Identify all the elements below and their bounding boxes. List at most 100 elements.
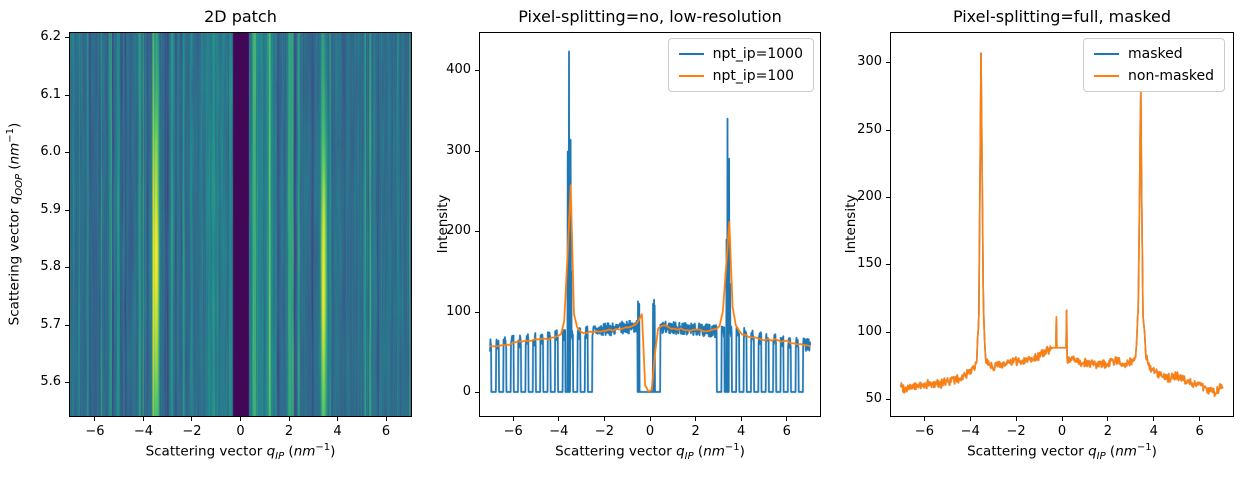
x-axis-label-full-masked: Scattering vector qIP (nm−1) [967,442,1157,463]
y-tick-mark [65,152,69,154]
y-tick-label: 5.8 [40,259,61,275]
y-tick-mark [475,311,479,313]
x-tick-label: 4 [737,424,746,439]
x-tick-label: −4 [960,424,980,439]
y-tick-mark [475,392,479,394]
y-tick-label: 5.6 [40,374,61,390]
x-tick-label: 4 [1149,424,1158,439]
y-tick-label: 100 [446,303,471,319]
legend-line-sample-blue [678,52,704,56]
legend-entry: masked [1094,47,1214,61]
heatmap-canvas [70,33,411,416]
y-tick-label: 200 [446,223,471,239]
y-tick-mark [65,324,69,326]
x-tick-mark [603,417,605,421]
y-tick-mark [886,264,890,266]
axes-no-split [479,32,821,417]
legend-line-sample-orange [1094,74,1120,78]
y-tick-label: 300 [857,54,882,70]
y-tick-label: 400 [446,62,471,78]
plot-title-full-masked: Pixel-splitting=full, masked [952,7,1172,26]
x-tick-label: −2 [594,424,614,439]
y-tick-mark [475,70,479,72]
y-tick-label: 6.2 [40,29,61,45]
x-tick-mark [1107,417,1109,421]
legend-label: non-masked [1128,68,1214,84]
x-tick-mark [94,417,96,421]
y-tick-label: 150 [857,256,882,272]
x-tick-label: −2 [182,424,202,439]
y-tick-label: 6.1 [40,86,61,102]
y-tick-label: 5.7 [40,316,61,332]
y-tick-mark [886,129,890,131]
x-tick-mark [969,417,971,421]
x-tick-mark [1199,417,1201,421]
legend-entry: npt_ip=100 [678,68,803,84]
x-tick-mark [923,417,925,421]
x-tick-label: 6 [1195,424,1204,439]
y-tick-label: 250 [857,121,882,137]
x-tick-mark [240,417,241,421]
legend-entry: npt_ip=1000 [678,46,803,62]
y-tick-mark [886,62,890,64]
y-tick-mark [475,150,479,152]
legend-no-split: npt_ip=1000 npt_ip=100 [667,38,814,92]
legend-entry: non-masked [1094,69,1214,83]
x-tick-mark [1015,417,1017,421]
y-tick-mark [65,209,69,211]
y-tick-label: 0 [462,384,471,400]
x-tick-mark [191,417,193,421]
x-tick-mark [142,417,144,421]
y-tick-mark [65,382,69,384]
x-tick-mark [786,417,788,421]
x-tick-mark [288,417,290,421]
x-tick-label: −4 [549,424,569,439]
legend-label: npt_ip=1000 [712,46,803,62]
x-axis-label-no-split: Scattering vector qIP (nm−1) [555,442,745,463]
x-tick-label: 6 [381,424,391,439]
x-tick-label: 0 [645,424,655,439]
axes-full-masked [890,32,1234,417]
x-tick-mark [1153,417,1155,421]
y-tick-label: 200 [857,189,882,205]
x-tick-mark [385,417,387,421]
x-tick-label: 4 [333,424,342,439]
y-tick-mark [65,267,69,269]
y-tick-mark [886,197,890,199]
legend-label: masked [1128,46,1183,62]
y-tick-mark [65,37,69,39]
y-tick-label: 50 [865,391,882,406]
y-tick-mark [65,94,69,96]
line-plot-canvas [891,33,1233,416]
legend-line-sample-orange [678,74,704,78]
y-tick-label: 5.9 [40,201,61,217]
x-tick-label: −6 [503,424,523,439]
x-tick-mark [1061,417,1063,421]
x-tick-label: −2 [1006,424,1026,439]
x-tick-label: −4 [133,424,154,439]
axes-2d-patch [69,32,412,417]
x-tick-label: 2 [284,424,294,439]
x-tick-label: 2 [691,424,700,439]
x-tick-mark [740,417,742,421]
legend-line-sample-blue [1094,52,1120,56]
x-axis-label-2d-patch: Scattering vector qIP (nm−1) [145,442,336,463]
legend-label: npt_ip=100 [712,68,795,84]
x-tick-mark [558,417,560,421]
x-tick-mark [512,417,514,421]
x-tick-label: −6 [85,424,105,439]
x-tick-mark [695,417,697,421]
line-plot-canvas [480,33,820,416]
y-tick-mark [886,399,890,400]
x-tick-label: 6 [782,424,791,439]
x-tick-mark [649,417,651,421]
y-tick-mark [475,231,479,233]
x-tick-mark [337,417,339,421]
y-tick-mark [886,331,890,333]
y-tick-label: 100 [857,323,882,339]
plot-title-no-split: Pixel-splitting=no, low-resolution [518,7,782,26]
legend-full-masked: masked non-masked [1083,38,1225,92]
x-tick-label: 0 [1057,424,1067,439]
y-tick-label: 6.0 [40,144,61,160]
